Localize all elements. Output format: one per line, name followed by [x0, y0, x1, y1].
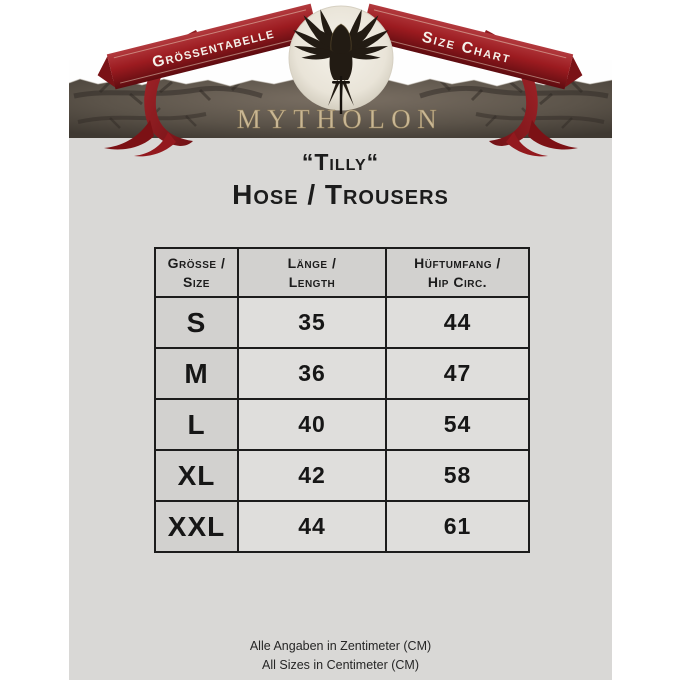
size-table: Grösse / Size Länge / Length Hüftumfang … [154, 247, 530, 553]
column-header-line: Size [183, 273, 210, 290]
hip-cell: 44 [385, 296, 530, 349]
product-type: Hose / Trousers [232, 179, 449, 210]
footer-notes: Alle Angaben in Zentimeter (CM) All Size… [69, 637, 612, 675]
column-header-size: Grösse / Size [154, 247, 239, 298]
table-row: S 35 44 [154, 296, 530, 349]
table-row: L 40 54 [154, 398, 530, 451]
length-cell: 42 [237, 449, 387, 502]
table-row: XXL 44 61 [154, 500, 530, 553]
length-cell: 40 [237, 398, 387, 451]
size-cell: XL [154, 449, 239, 502]
hip-cell: 47 [385, 347, 530, 400]
column-header-line: Length [288, 273, 336, 290]
column-header-length: Länge / Length [237, 247, 387, 298]
title-block: “Tilly“ Hose / Trousers [69, 149, 612, 211]
hip-cell: 61 [385, 500, 530, 553]
column-header-line: Hip Circ. [427, 273, 488, 290]
table-row: M 36 47 [154, 347, 530, 400]
product-name: “Tilly“ [301, 149, 380, 175]
column-header-line: Hüftumfang / [414, 255, 501, 272]
footer-note-en: All Sizes in Centimeter (CM) [262, 657, 419, 672]
column-header-hip: Hüftumfang / Hip Circ. [385, 247, 530, 298]
column-header-line: Grösse / [167, 255, 226, 272]
table-header-row: Grösse / Size Länge / Length Hüftumfang … [154, 247, 530, 298]
length-cell: 44 [237, 500, 387, 553]
size-cell: XXL [154, 500, 239, 553]
table-row: XL 42 58 [154, 449, 530, 502]
header-artwork: Grössentabelle Size Chart [68, 3, 613, 157]
size-cell: M [154, 347, 239, 400]
brand-wordmark: MYTHOLON [237, 104, 444, 134]
size-cell: L [154, 398, 239, 451]
size-cell: S [154, 296, 239, 349]
phoenix-emblem-icon [291, 7, 391, 114]
footer-note-de: Alle Angaben in Zentimeter (CM) [249, 639, 432, 653]
length-cell: 36 [237, 347, 387, 400]
length-cell: 35 [237, 296, 387, 349]
hip-cell: 54 [385, 398, 530, 451]
hip-cell: 58 [385, 449, 530, 502]
column-header-line: Länge / [287, 255, 337, 272]
